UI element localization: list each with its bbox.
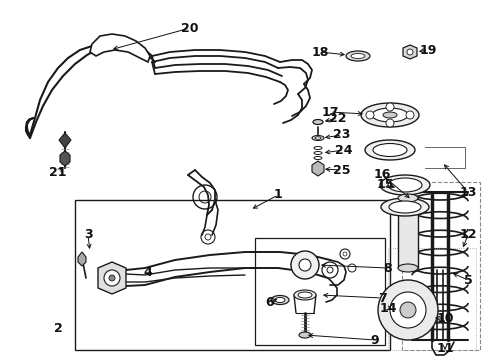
- Circle shape: [340, 249, 350, 259]
- Text: 21: 21: [49, 166, 67, 179]
- Ellipse shape: [314, 147, 322, 149]
- Ellipse shape: [373, 144, 407, 157]
- Circle shape: [299, 259, 311, 271]
- Polygon shape: [60, 151, 70, 166]
- Text: 25: 25: [333, 163, 351, 176]
- Text: 5: 5: [464, 274, 472, 287]
- Text: 24: 24: [335, 144, 353, 157]
- Text: 23: 23: [333, 129, 351, 141]
- Ellipse shape: [312, 135, 324, 140]
- Ellipse shape: [361, 103, 419, 127]
- Text: 19: 19: [419, 44, 437, 57]
- Text: 15: 15: [376, 179, 394, 192]
- Ellipse shape: [398, 264, 418, 272]
- Text: 11: 11: [436, 342, 454, 355]
- Bar: [398, 198, 418, 268]
- Ellipse shape: [313, 120, 323, 125]
- Text: 2: 2: [53, 321, 62, 334]
- Text: 1: 1: [273, 189, 282, 202]
- Polygon shape: [78, 252, 86, 266]
- Ellipse shape: [294, 290, 316, 300]
- Text: 13: 13: [459, 185, 477, 198]
- Ellipse shape: [389, 201, 421, 213]
- Text: 14: 14: [379, 302, 397, 315]
- Polygon shape: [312, 161, 324, 176]
- Circle shape: [291, 251, 319, 279]
- Text: 12: 12: [459, 229, 477, 242]
- Text: 10: 10: [436, 311, 454, 324]
- Ellipse shape: [381, 198, 429, 216]
- Text: 20: 20: [181, 22, 199, 35]
- Ellipse shape: [271, 296, 289, 305]
- Circle shape: [348, 264, 356, 272]
- Ellipse shape: [388, 178, 422, 192]
- Circle shape: [386, 119, 394, 127]
- Ellipse shape: [398, 194, 418, 202]
- Text: 17: 17: [321, 105, 339, 118]
- Circle shape: [322, 262, 338, 278]
- Text: 4: 4: [144, 266, 152, 279]
- Text: 18: 18: [311, 45, 329, 58]
- Circle shape: [407, 49, 413, 55]
- Circle shape: [366, 111, 374, 119]
- Text: 16: 16: [373, 168, 391, 181]
- Bar: [388, 248, 476, 350]
- Ellipse shape: [383, 112, 397, 118]
- Circle shape: [390, 292, 426, 328]
- Circle shape: [378, 280, 438, 340]
- Text: 3: 3: [84, 229, 92, 242]
- Ellipse shape: [298, 292, 312, 298]
- Ellipse shape: [365, 140, 415, 160]
- Circle shape: [400, 302, 416, 318]
- Polygon shape: [90, 34, 150, 62]
- Text: 8: 8: [384, 261, 392, 274]
- Ellipse shape: [314, 157, 322, 159]
- Bar: [255, 238, 385, 345]
- Text: 7: 7: [378, 292, 387, 305]
- Polygon shape: [403, 45, 417, 59]
- Polygon shape: [59, 133, 71, 148]
- Ellipse shape: [314, 152, 322, 154]
- Circle shape: [104, 270, 120, 286]
- Ellipse shape: [275, 297, 285, 302]
- Ellipse shape: [372, 108, 408, 122]
- Ellipse shape: [299, 332, 311, 338]
- Ellipse shape: [315, 137, 321, 139]
- Text: 22: 22: [329, 112, 347, 125]
- Circle shape: [109, 275, 115, 281]
- Ellipse shape: [380, 175, 430, 195]
- Ellipse shape: [346, 51, 370, 61]
- Text: 6: 6: [266, 296, 274, 309]
- Bar: [75, 200, 390, 350]
- Text: 9: 9: [371, 333, 379, 346]
- Ellipse shape: [351, 54, 365, 58]
- Circle shape: [406, 111, 414, 119]
- Polygon shape: [98, 262, 126, 294]
- Bar: [402, 182, 480, 350]
- Circle shape: [386, 103, 394, 111]
